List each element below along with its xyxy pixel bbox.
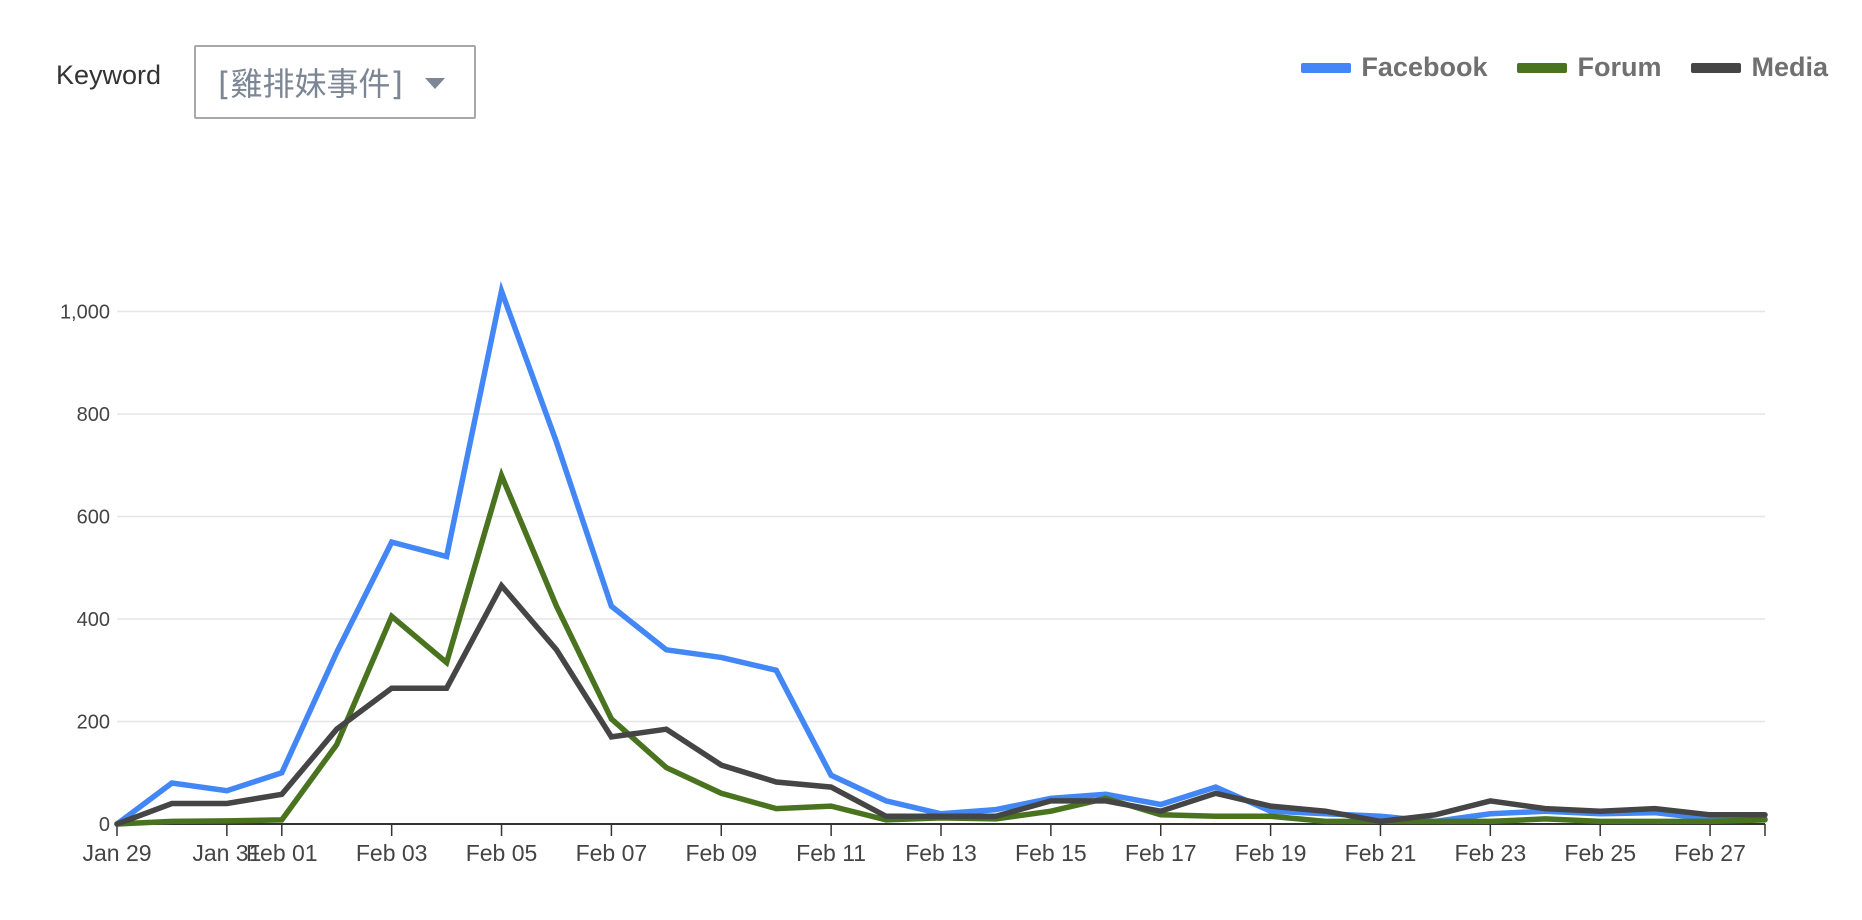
legend-swatch-media: [1691, 62, 1742, 73]
x-tick-label: Jan 31: [192, 840, 261, 866]
legend-swatch-facebook: [1301, 62, 1352, 73]
x-tick-label: Feb 11: [796, 840, 866, 866]
y-tick-label: 1,000: [60, 302, 110, 324]
x-tick-label: Feb 23: [1455, 840, 1527, 866]
legend-item-media[interactable]: Media: [1691, 52, 1828, 83]
legend-label-media: Media: [1751, 52, 1828, 82]
y-tick-label: 600: [77, 507, 110, 529]
x-tick-label: Feb 13: [905, 840, 977, 866]
legend-item-forum[interactable]: Forum: [1517, 52, 1661, 83]
x-tick-label: Feb 09: [685, 840, 757, 866]
x-tick-label: Feb 19: [1235, 840, 1307, 866]
chart-legend: Facebook Forum Media: [1271, 52, 1828, 83]
y-tick-label: 400: [77, 609, 110, 631]
y-tick-label: 200: [77, 712, 110, 734]
x-tick-label: Feb 15: [1015, 840, 1087, 866]
x-tick-label: Feb 03: [356, 840, 428, 866]
x-tick-label: Feb 27: [1674, 840, 1746, 866]
y-tick-label: 800: [77, 404, 110, 426]
x-tick-label: Feb 07: [576, 840, 648, 866]
x-tick-label: Feb 21: [1345, 840, 1417, 866]
legend-swatch-forum: [1517, 62, 1568, 73]
keyword-dropdown-value: [雞排妹事件]: [218, 65, 403, 103]
x-tick-label: Feb 25: [1564, 840, 1636, 866]
x-tick-label: Feb 01: [246, 840, 318, 866]
series-line-forum: [114, 467, 1768, 827]
series-line-media: [114, 580, 1768, 827]
x-tick-label: Feb 05: [466, 840, 538, 866]
y-tick-label: 0: [99, 814, 110, 836]
x-tick-label: Jan 29: [82, 840, 151, 866]
keyword-label: Keyword: [56, 60, 162, 90]
x-tick-label: Feb 17: [1125, 840, 1197, 866]
keyword-dropdown[interactable]: [雞排妹事件]: [194, 45, 476, 119]
legend-label-facebook: Facebook: [1361, 52, 1488, 82]
legend-item-facebook[interactable]: Facebook: [1301, 52, 1487, 83]
series-line-facebook: [114, 280, 1768, 827]
caret-down-icon: [424, 77, 445, 89]
legend-label-forum: Forum: [1577, 52, 1662, 82]
